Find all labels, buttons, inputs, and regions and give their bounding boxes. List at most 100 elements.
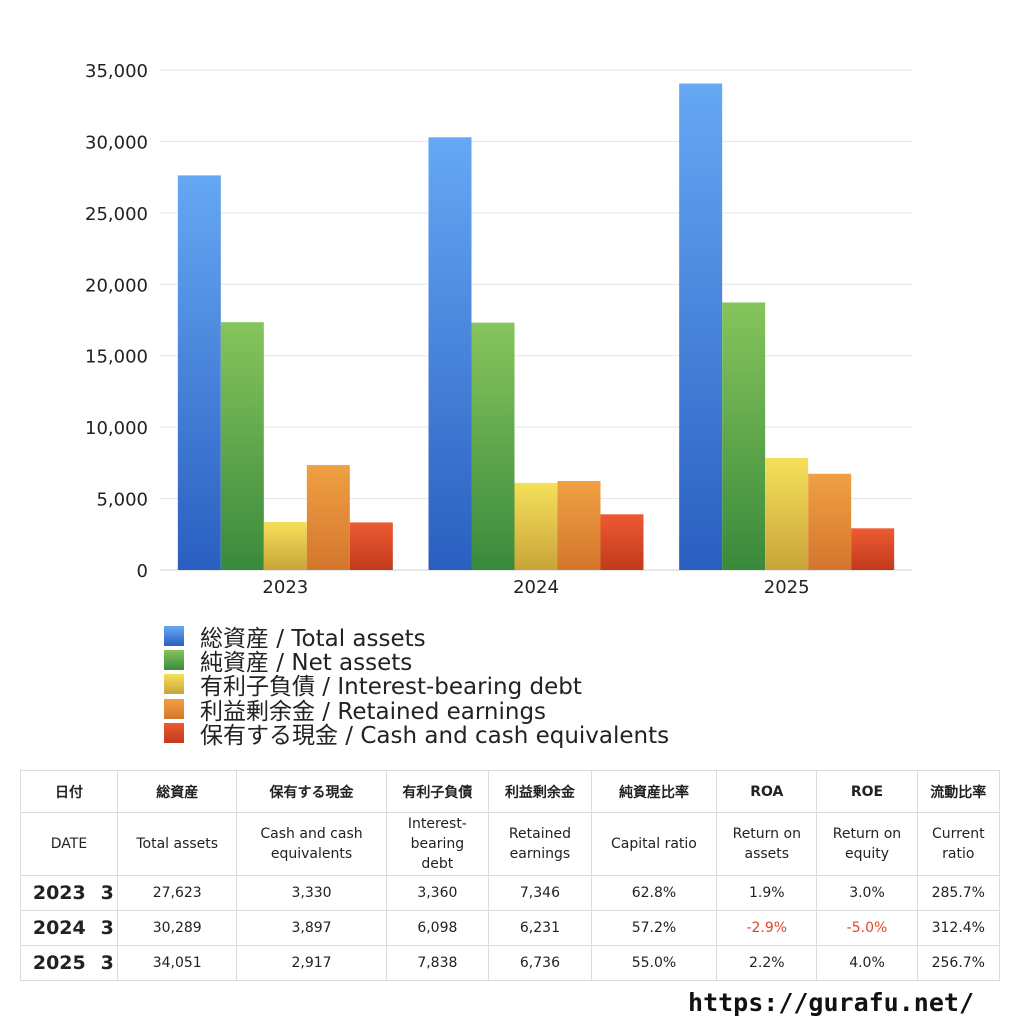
- header-cash-jp: 保有する現金: [236, 770, 387, 813]
- cell-retained: 7,346: [488, 875, 592, 911]
- legend-label: 総資産 / Total assets: [200, 626, 426, 653]
- bar-2024-s1: [471, 322, 515, 570]
- y-tick-label: 0: [137, 561, 148, 582]
- bar-2023-s1: [220, 322, 264, 570]
- cell-roe: 3.0%: [816, 875, 918, 911]
- metrics-table: 日付 総資産 保有する現金 有利子負債 利益剰余金 純資産比率 ROA ROE …: [19, 770, 1001, 981]
- cell-debt: 3,360: [385, 875, 490, 911]
- cell-cash: 3,330: [236, 875, 387, 911]
- cell-roe: 4.0%: [816, 945, 918, 981]
- header-debt-jp: 有利子負債: [385, 770, 490, 813]
- row-year: 2025: [19, 945, 98, 981]
- cell-roe: -5.0%: [816, 910, 918, 946]
- x-tick-label: 2024: [513, 577, 559, 598]
- bar-2024-s2: [514, 482, 558, 570]
- x-tick-label: 2023: [262, 577, 308, 598]
- cell-cash: 2,917: [236, 945, 387, 981]
- cell-total-assets: 30,289: [116, 910, 238, 946]
- legend-swatch: [164, 722, 184, 743]
- bar-2023-s3: [306, 465, 350, 570]
- header-capital-ratio-jp: 純資産比率: [590, 770, 718, 813]
- cell-capital-ratio: 57.2%: [590, 910, 718, 946]
- bar-2025-s0: [679, 83, 723, 571]
- cell-roa: 1.9%: [716, 875, 818, 911]
- header-current-ratio-en: Current ratio: [916, 812, 1001, 876]
- bar-2024-s0: [428, 137, 472, 571]
- bar-2023-s4: [349, 522, 393, 570]
- legend-swatch: [164, 626, 184, 647]
- header-date-jp: 日付: [20, 770, 118, 813]
- header-retained-jp: 利益剰余金: [488, 770, 592, 813]
- bar-2024-s4: [600, 514, 644, 570]
- legend-item: 純資産 / Net assets: [164, 648, 669, 676]
- y-tick-label: 15,000: [85, 347, 148, 368]
- legend-label: 有利子負債 / Interest-bearing debt: [200, 674, 582, 701]
- table-row: 2025 3 34,051 2,917 7,838 6,736 55.0% 2.…: [19, 945, 1001, 981]
- header-roa-jp: ROA: [716, 770, 818, 813]
- cell-roa: 2.2%: [716, 945, 818, 981]
- legend-swatch: [164, 674, 184, 695]
- cell-capital-ratio: 62.8%: [590, 875, 718, 911]
- cell-roa: -2.9%: [716, 910, 818, 946]
- legend-item: 保有する現金 / Cash and cash equivalents: [164, 721, 669, 749]
- bars: [177, 83, 895, 571]
- y-tick-label: 10,000: [85, 418, 148, 439]
- y-tick-label: 35,000: [85, 61, 148, 82]
- row-quarter: 3: [97, 910, 118, 946]
- table-row: 2024 3 30,289 3,897 6,098 6,231 57.2% -2…: [19, 910, 1001, 946]
- cell-retained: 6,736: [488, 945, 592, 981]
- bar-2023-s0: [177, 175, 221, 570]
- table-row: 2023 3 27,623 3,330 3,360 7,346 62.8% 1.…: [19, 875, 1001, 911]
- cell-total-assets: 34,051: [116, 945, 238, 981]
- grid-lines: [160, 69, 912, 571]
- header-current-ratio-jp: 流動比率: [916, 770, 1001, 813]
- legend-label: 保有する現金 / Cash and cash equivalents: [200, 722, 670, 749]
- y-tick-label: 5,000: [96, 490, 148, 511]
- cell-current-ratio: 285.7%: [916, 875, 1001, 911]
- y-tick-label: 30,000: [85, 132, 148, 153]
- legend-item: 有利子負債 / Interest-bearing debt: [164, 672, 669, 700]
- legend-swatch: [164, 698, 184, 719]
- cell-debt: 7,838: [385, 945, 490, 981]
- cell-debt: 6,098: [385, 910, 490, 946]
- legend-label: 純資産 / Net assets: [200, 650, 413, 677]
- bar-2024-s3: [557, 480, 601, 570]
- header-roe-en: Return on equity: [816, 812, 918, 876]
- header-row-jp: 日付 総資産 保有する現金 有利子負債 利益剰余金 純資産比率 ROA ROE …: [20, 770, 1001, 813]
- header-roa-en: Return on assets: [716, 812, 818, 876]
- y-tick-label: 20,000: [85, 275, 148, 296]
- row-year: 2024: [19, 910, 98, 946]
- header-row-en: DATE Total assets Cash and cash equivalen…: [20, 812, 1001, 876]
- header-debt-en: Interest-bearing debt: [385, 812, 490, 876]
- legend-item: 利益剰余金 / Retained earnings: [164, 697, 669, 725]
- legend-item: 総資産 / Total assets: [164, 624, 669, 652]
- legend-swatch: [164, 650, 184, 671]
- header-total-assets-jp: 総資産: [116, 770, 238, 813]
- legend-label: 利益剰余金 / Retained earnings: [200, 698, 547, 725]
- cell-current-ratio: 256.7%: [916, 945, 1001, 981]
- chart-legend: 総資産 / Total assets 純資産 / Net assets 有利子負債 …: [164, 624, 669, 749]
- header-date-en: DATE: [20, 812, 118, 876]
- bar-2023-s2: [263, 522, 307, 570]
- header-cash-en: Cash and cash equivalents: [236, 812, 387, 876]
- cell-capital-ratio: 55.0%: [590, 945, 718, 981]
- axis-labels: 0 5,000 10,000 15,000 20,000 25,000 30,000 35,0…: [85, 61, 810, 598]
- bar-2025-s1: [722, 302, 766, 570]
- header-roe-jp: ROE: [816, 770, 918, 813]
- bar-2025-s4: [851, 528, 895, 570]
- bar-2025-s2: [765, 458, 809, 570]
- y-tick-label: 25,000: [85, 204, 148, 225]
- site-url[interactable]: https://gurafu.net/: [688, 988, 974, 1017]
- x-tick-label: 2025: [764, 577, 810, 598]
- row-quarter: 3: [97, 945, 118, 981]
- bar-2025-s3: [808, 473, 852, 570]
- header-retained-en: Retained earnings: [488, 812, 592, 876]
- bar-chart: 0 5,000 10,000 15,000 20,000 25,000 30,000 35,0…: [85, 61, 912, 598]
- row-quarter: 3: [97, 875, 118, 911]
- header-total-assets-en: Total assets: [116, 812, 238, 876]
- cell-retained: 6,231: [488, 910, 592, 946]
- cell-current-ratio: 312.4%: [916, 910, 1001, 946]
- row-year: 2023: [19, 875, 98, 911]
- header-capital-ratio-en: Capital ratio: [590, 812, 718, 876]
- cell-cash: 3,897: [236, 910, 387, 946]
